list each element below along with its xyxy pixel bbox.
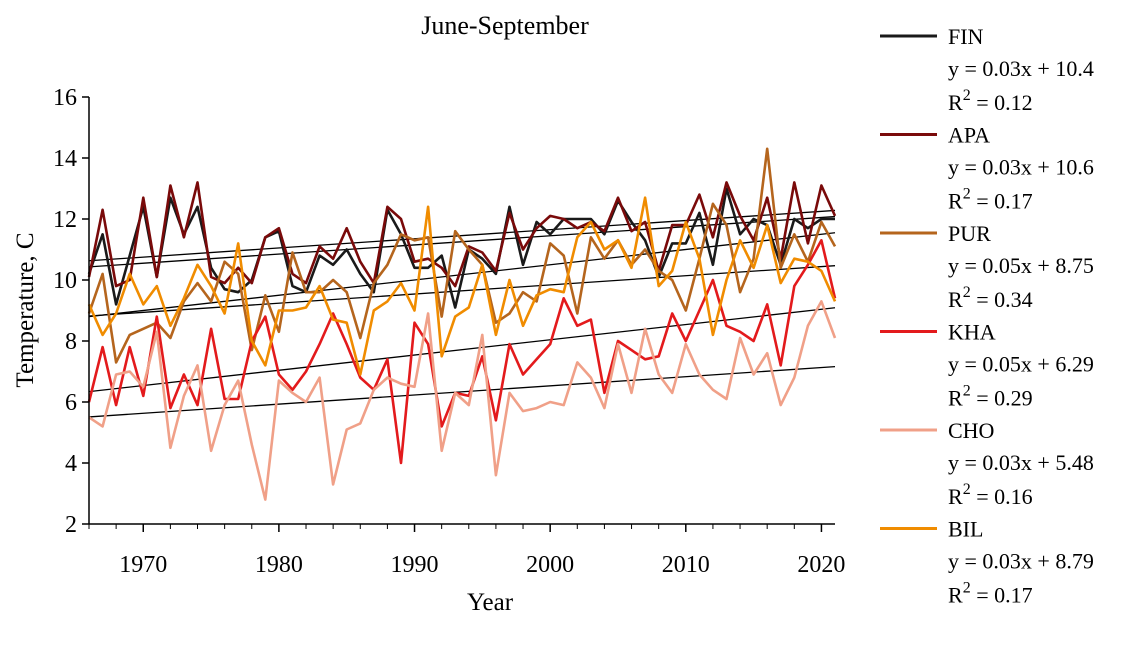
y-tick-label: 12 [53,207,77,233]
legend-series-name: PUR [948,221,991,246]
trendline-cho [88,365,836,418]
x-tick-label: 2020 [797,552,845,578]
y-tick-label: 16 [53,85,77,111]
legend-series-name: CHO [948,418,994,443]
series-line-bil [87,196,837,376]
y-axis-label: Temperature, C [12,232,39,387]
trendline-apa [88,209,836,262]
series-line-cho [88,300,837,501]
trendline-bil [88,265,836,317]
series-lines [87,147,837,501]
series-line-fin [87,187,835,309]
legend-r-squared: R2 = 0.16 [948,481,1033,509]
chart-title: June-September [421,11,589,40]
legend-r-squared: R2 = 0.17 [948,580,1033,608]
legend: FIN y = 0.03x + 10.4 R2 = 0.12 APA y = 0.03x… [880,24,1094,608]
x-ticks: 1970 1980 1990 2000 2010 2020 [88,524,845,578]
y-tick-label: 6 [65,390,77,416]
y-tick-label: 14 [53,146,77,172]
legend-equation: y = 0.03x + 8.79 [948,549,1094,574]
legend-r-squared: R2 = 0.12 [948,87,1033,115]
series-line-kha [87,239,837,465]
legend-equation: y = 0.03x + 10.6 [948,155,1094,180]
legend-equation: y = 0.03x + 10.4 [948,56,1094,81]
x-tick-label: 2010 [662,552,710,578]
series-line-pur [87,147,837,364]
y-ticks: 2 4 6 8 10 12 14 16 [53,85,89,538]
legend-series-name: KHA [948,320,996,345]
y-tick-label: 8 [65,329,77,355]
x-axis-label: Year [467,589,514,616]
legend-r-squared: R2 = 0.17 [948,186,1033,214]
legend-series-name: FIN [948,24,984,49]
y-tick-label: 4 [65,451,77,477]
legend-equation: y = 0.05x + 6.29 [948,352,1094,377]
legend-equation: y = 0.05x + 8.75 [948,253,1094,278]
legend-r-squared: R2 = 0.34 [948,284,1033,312]
y-tick-label: 2 [65,512,77,538]
x-tick-label: 1980 [255,552,303,578]
legend-series-name: BIL [948,517,983,542]
legend-series-name: APA [948,123,990,148]
legend-equation: y = 0.03x + 5.48 [948,450,1094,475]
x-tick-label: 2000 [526,552,574,578]
series-line-apa [87,181,837,288]
y-tick-label: 10 [53,268,77,294]
x-tick-label: 1970 [119,552,167,578]
legend-r-squared: R2 = 0.29 [948,383,1033,411]
x-tick-label: 1990 [391,552,439,578]
